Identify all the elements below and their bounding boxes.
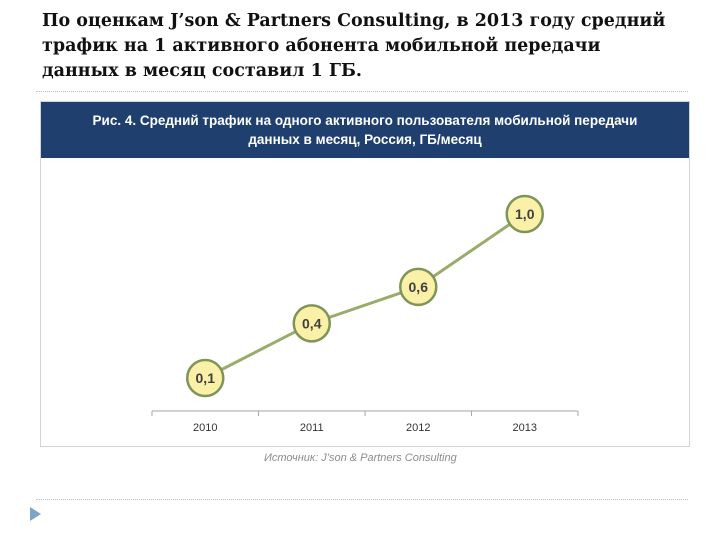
x-tick-label: 2011 — [300, 422, 324, 434]
data-point — [505, 194, 544, 234]
top-divider — [36, 91, 688, 92]
data-label: 0,6 — [409, 279, 429, 295]
x-tick-label: 2013 — [513, 422, 537, 434]
x-tick-label: 2010 — [193, 422, 217, 434]
data-label: 1,0 — [515, 206, 535, 222]
chart-figure: Рис. 4. Средний трафик на одного активно… — [40, 101, 690, 447]
series-line — [204, 212, 526, 380]
data-label: 0,1 — [196, 370, 216, 386]
chart-title-line-1: Рис. 4. Средний трафик на одного активно… — [92, 113, 638, 128]
triangle-arrow-icon — [30, 507, 41, 521]
chart-source-note: Источник: J’son & Partners Consulting — [264, 452, 457, 464]
data-point — [292, 304, 331, 343]
line-chart: 2010 2011 2012 2013 0,1 0,4 0,6 1,0 — [151, 194, 579, 434]
bottom-divider — [36, 499, 688, 500]
slide-heading: По оценкам J’son & Partners Consulting, … — [42, 11, 666, 81]
x-tick-label: 2012 — [406, 422, 430, 434]
data-point — [399, 267, 438, 307]
chart-title-banner: Рис. 4. Средний трафик на одного активно… — [41, 102, 689, 158]
chart-title-line-2: данных в месяц, Россия, ГБ/месяц — [248, 132, 482, 147]
data-label: 0,4 — [302, 315, 322, 331]
data-point — [186, 358, 225, 398]
